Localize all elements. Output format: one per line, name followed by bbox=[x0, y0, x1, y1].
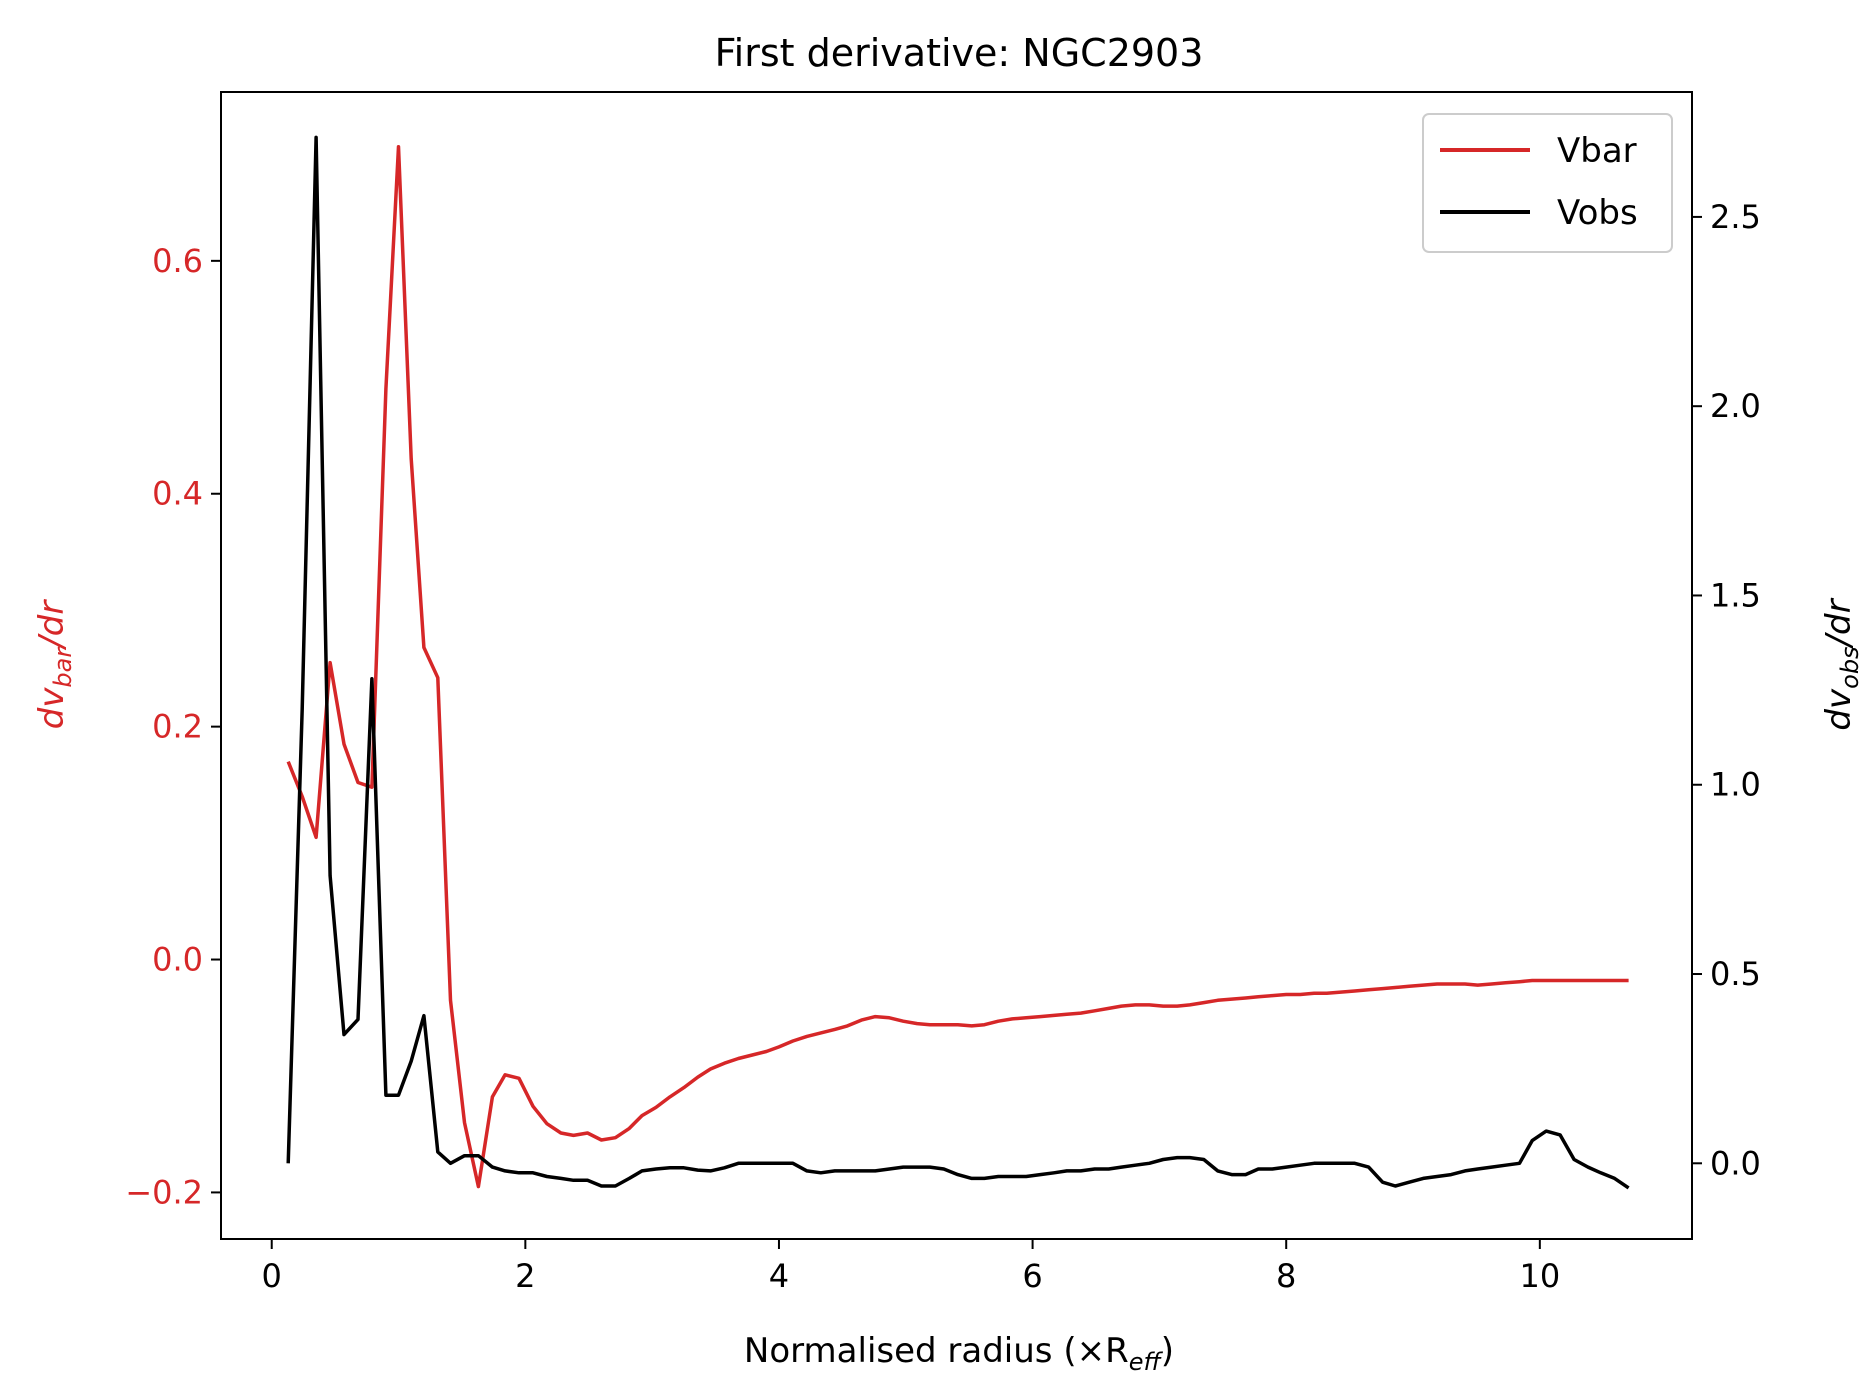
y-left-tick-label: 0.0 bbox=[152, 941, 203, 979]
y-left-tick-label: 0.2 bbox=[152, 708, 203, 746]
x-tick-label: 2 bbox=[515, 1257, 535, 1295]
x-tick-label: 8 bbox=[1276, 1257, 1296, 1295]
x-tick-label: 4 bbox=[769, 1257, 789, 1295]
y-right-label-main: dv bbox=[1819, 688, 1859, 731]
y-axis-right: 0.0 0.5 1.0 1.5 2.0 2.5 bbox=[1692, 198, 1761, 1182]
y-left-tick-label: −0.2 bbox=[125, 1173, 203, 1211]
x-axis-label-main: Normalised radius (×R bbox=[744, 1331, 1129, 1371]
x-axis-label: Normalised radius (×Reff) bbox=[744, 1331, 1174, 1376]
x-axis: 0 2 4 6 8 10 bbox=[262, 1239, 1560, 1295]
x-tick-label: 6 bbox=[1022, 1257, 1042, 1295]
y-right-tick-label: 2.5 bbox=[1710, 198, 1761, 236]
y-right-tick-label: 2.0 bbox=[1710, 387, 1761, 425]
y-right-tick-label: 0.0 bbox=[1710, 1144, 1761, 1182]
y-left-label-tail: /dr bbox=[32, 599, 72, 651]
legend-label-vobs: Vobs bbox=[1557, 193, 1638, 233]
y-axis-left-label: dvbar/dr bbox=[32, 599, 77, 730]
y-right-label-sub: obs bbox=[1836, 646, 1864, 688]
series-line-vobs bbox=[286, 135, 1630, 1190]
plot-area bbox=[220, 91, 1693, 1240]
y-right-tick-label: 1.5 bbox=[1710, 576, 1761, 614]
y-right-tick-label: 0.5 bbox=[1710, 955, 1761, 993]
chart-title: First derivative: NGC2903 bbox=[715, 31, 1204, 75]
x-axis-label-sub: eff bbox=[1129, 1348, 1164, 1376]
plot-frame bbox=[220, 91, 1693, 1240]
legend-label-vbar: Vbar bbox=[1557, 131, 1637, 171]
series-layer bbox=[286, 135, 1630, 1190]
y-right-tick-label: 1.0 bbox=[1710, 766, 1761, 804]
y-axis-left: −0.2 0.0 0.2 0.4 0.6 bbox=[125, 242, 221, 1211]
y-right-label-tail: /dr bbox=[1819, 597, 1859, 649]
series-line-vbar bbox=[286, 144, 1629, 1189]
x-tick-label: 10 bbox=[1519, 1257, 1560, 1295]
y-left-tick-label: 0.6 bbox=[152, 242, 203, 280]
y-left-label-main: dv bbox=[32, 687, 72, 730]
y-left-label-sub: bar bbox=[49, 646, 77, 688]
y-left-tick-label: 0.4 bbox=[152, 475, 203, 513]
x-axis-label-close: ) bbox=[1161, 1331, 1174, 1371]
legend: Vbar Vobs bbox=[1422, 113, 1673, 253]
x-tick-label: 0 bbox=[262, 1257, 282, 1295]
y-axis-right-label: dvobs/dr bbox=[1819, 597, 1864, 730]
